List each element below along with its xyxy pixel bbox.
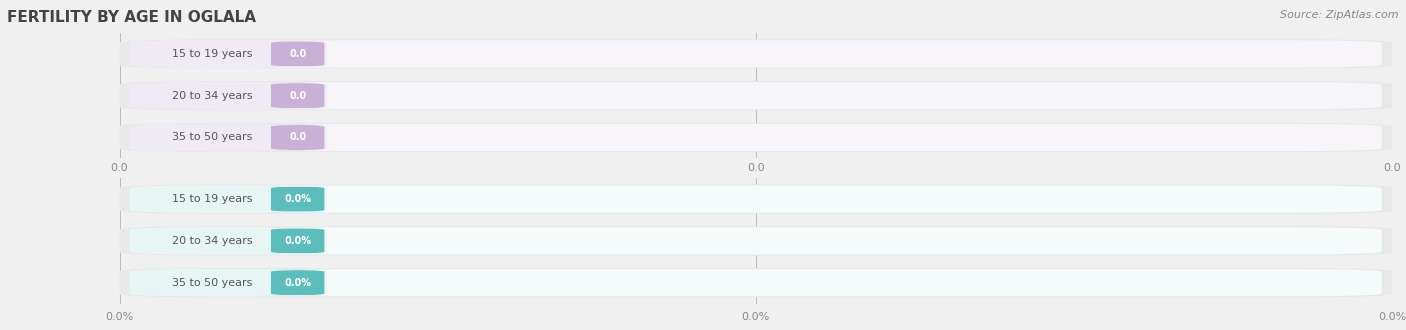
Text: 0.0%: 0.0%: [284, 194, 311, 204]
Text: 15 to 19 years: 15 to 19 years: [173, 194, 253, 204]
FancyBboxPatch shape: [120, 123, 1392, 152]
FancyBboxPatch shape: [120, 226, 1392, 255]
FancyBboxPatch shape: [129, 185, 1382, 213]
Text: 0.0: 0.0: [290, 133, 307, 143]
FancyBboxPatch shape: [260, 228, 335, 254]
FancyBboxPatch shape: [129, 82, 328, 109]
FancyBboxPatch shape: [129, 185, 328, 213]
FancyBboxPatch shape: [260, 83, 335, 109]
Text: 20 to 34 years: 20 to 34 years: [172, 91, 253, 101]
FancyBboxPatch shape: [129, 269, 1382, 296]
FancyBboxPatch shape: [120, 184, 1392, 214]
Text: 0.0%: 0.0%: [105, 312, 134, 322]
FancyBboxPatch shape: [260, 186, 335, 212]
FancyBboxPatch shape: [129, 40, 328, 68]
Text: 20 to 34 years: 20 to 34 years: [172, 236, 253, 246]
FancyBboxPatch shape: [129, 124, 328, 151]
Text: 0.0%: 0.0%: [284, 236, 311, 246]
FancyBboxPatch shape: [120, 81, 1392, 110]
FancyBboxPatch shape: [129, 82, 1382, 109]
Text: 0.0%: 0.0%: [1378, 312, 1406, 322]
FancyBboxPatch shape: [260, 270, 335, 296]
Text: 0.0: 0.0: [1384, 163, 1400, 173]
FancyBboxPatch shape: [260, 124, 335, 150]
Text: 35 to 50 years: 35 to 50 years: [173, 133, 253, 143]
FancyBboxPatch shape: [129, 227, 328, 254]
FancyBboxPatch shape: [260, 41, 335, 67]
Text: FERTILITY BY AGE IN OGLALA: FERTILITY BY AGE IN OGLALA: [7, 10, 256, 25]
Text: 0.0%: 0.0%: [284, 278, 311, 288]
FancyBboxPatch shape: [129, 40, 1382, 68]
Text: 35 to 50 years: 35 to 50 years: [173, 278, 253, 288]
FancyBboxPatch shape: [120, 39, 1392, 69]
Text: Source: ZipAtlas.com: Source: ZipAtlas.com: [1281, 10, 1399, 20]
Text: 0.0: 0.0: [747, 163, 765, 173]
FancyBboxPatch shape: [129, 227, 1382, 254]
FancyBboxPatch shape: [120, 268, 1392, 297]
Text: 0.0: 0.0: [111, 163, 128, 173]
Text: 0.0%: 0.0%: [741, 312, 770, 322]
Text: 0.0: 0.0: [290, 49, 307, 59]
Text: 15 to 19 years: 15 to 19 years: [173, 49, 253, 59]
Text: 0.0: 0.0: [290, 91, 307, 101]
FancyBboxPatch shape: [129, 269, 328, 296]
FancyBboxPatch shape: [129, 124, 1382, 151]
